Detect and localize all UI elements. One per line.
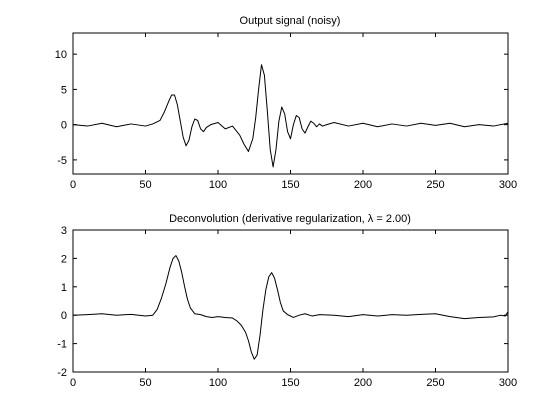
top-x-tick-label: 0: [70, 179, 76, 191]
bottom-y-tick-label: 0: [61, 310, 67, 322]
bottom-x-tick-label: 0: [70, 377, 76, 389]
bottom-y-tick-label: 3: [61, 225, 67, 237]
bottom-series-line: [72, 255, 509, 360]
top-subplot: Output signal (noisy) 0 50 100 150 200 250 300…: [55, 15, 517, 191]
top-chart-title: Output signal (noisy): [240, 15, 341, 27]
bottom-y-tick-label: 2: [61, 253, 67, 265]
bottom-y-tick-label: -2: [57, 367, 67, 379]
top-x-tick-label: 300: [499, 179, 517, 191]
bottom-x-tick-label: 50: [139, 377, 151, 389]
bottom-subplot: Deconvolution (derivative regularization…: [57, 213, 517, 389]
bottom-plot-area: 0 50 100 150 200 250 300 -2 -1 0 1 2 3: [57, 225, 517, 389]
bottom-x-tick-label: 150: [281, 377, 299, 389]
top-x-tick-label: 100: [209, 179, 227, 191]
top-x-tick-label: 150: [281, 179, 299, 191]
top-y-tick-label: -5: [57, 155, 67, 167]
top-y-tick-label: 10: [55, 49, 67, 61]
bottom-axes-frame: [72, 229, 509, 373]
top-x-tick-label: 250: [426, 179, 444, 191]
bottom-x-tick-label: 100: [209, 377, 227, 389]
bottom-y-tick-label: 1: [61, 282, 67, 294]
bottom-y-tick-label: -1: [57, 339, 67, 351]
top-y-tick-label: 0: [61, 120, 67, 132]
top-x-tick-label: 50: [139, 179, 151, 191]
top-y-tick-label: 5: [61, 84, 67, 96]
bottom-x-tick-label: 200: [354, 377, 372, 389]
top-series-line: [72, 64, 509, 168]
bottom-chart-title: Deconvolution (derivative regularization…: [169, 213, 411, 225]
bottom-x-tick-label: 250: [426, 377, 444, 389]
top-x-tick-label: 200: [354, 179, 372, 191]
top-axes-frame: [72, 32, 509, 175]
bottom-x-tick-label: 300: [499, 377, 517, 389]
